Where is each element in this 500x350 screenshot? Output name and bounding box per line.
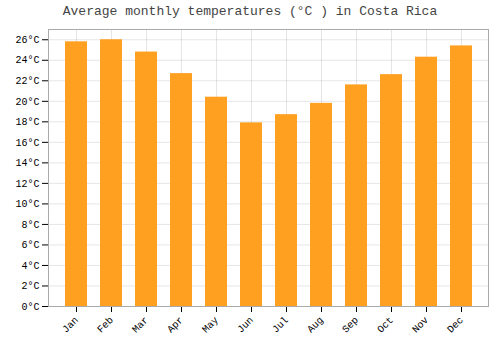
svg-text:Oct: Oct — [375, 315, 396, 336]
svg-text:22°C: 22°C — [15, 76, 39, 87]
svg-text:Aug: Aug — [305, 315, 326, 336]
svg-text:6°C: 6°C — [21, 240, 39, 251]
svg-text:Jul: Jul — [270, 315, 291, 336]
svg-text:0°C: 0°C — [21, 302, 39, 313]
svg-text:8°C: 8°C — [21, 220, 39, 231]
svg-text:2°C: 2°C — [21, 281, 39, 292]
svg-text:14°C: 14°C — [15, 158, 39, 169]
svg-text:10°C: 10°C — [15, 199, 39, 210]
svg-text:20°C: 20°C — [15, 97, 39, 108]
svg-text:16°C: 16°C — [15, 138, 39, 149]
svg-text:Jan: Jan — [60, 315, 81, 336]
svg-text:18°C: 18°C — [15, 117, 39, 128]
svg-text:Apr: Apr — [165, 315, 186, 336]
svg-text:4°C: 4°C — [21, 261, 39, 272]
svg-text:Sep: Sep — [340, 315, 361, 336]
svg-text:12°C: 12°C — [15, 179, 39, 190]
html-text:Average monthly temperatures (: Average monthly temperatures (°C ) in Co… — [62, 4, 438, 19]
svg-text:Feb: Feb — [95, 315, 116, 336]
svg-text:Jun: Jun — [235, 315, 256, 336]
svg-text:Mar: Mar — [130, 315, 151, 336]
svg-text:Nov: Nov — [410, 315, 431, 336]
svg-text:26°C: 26°C — [15, 35, 39, 46]
svg-text:Dec: Dec — [445, 315, 466, 336]
svg-text:24°C: 24°C — [15, 55, 39, 66]
svg-text:May: May — [200, 315, 221, 336]
